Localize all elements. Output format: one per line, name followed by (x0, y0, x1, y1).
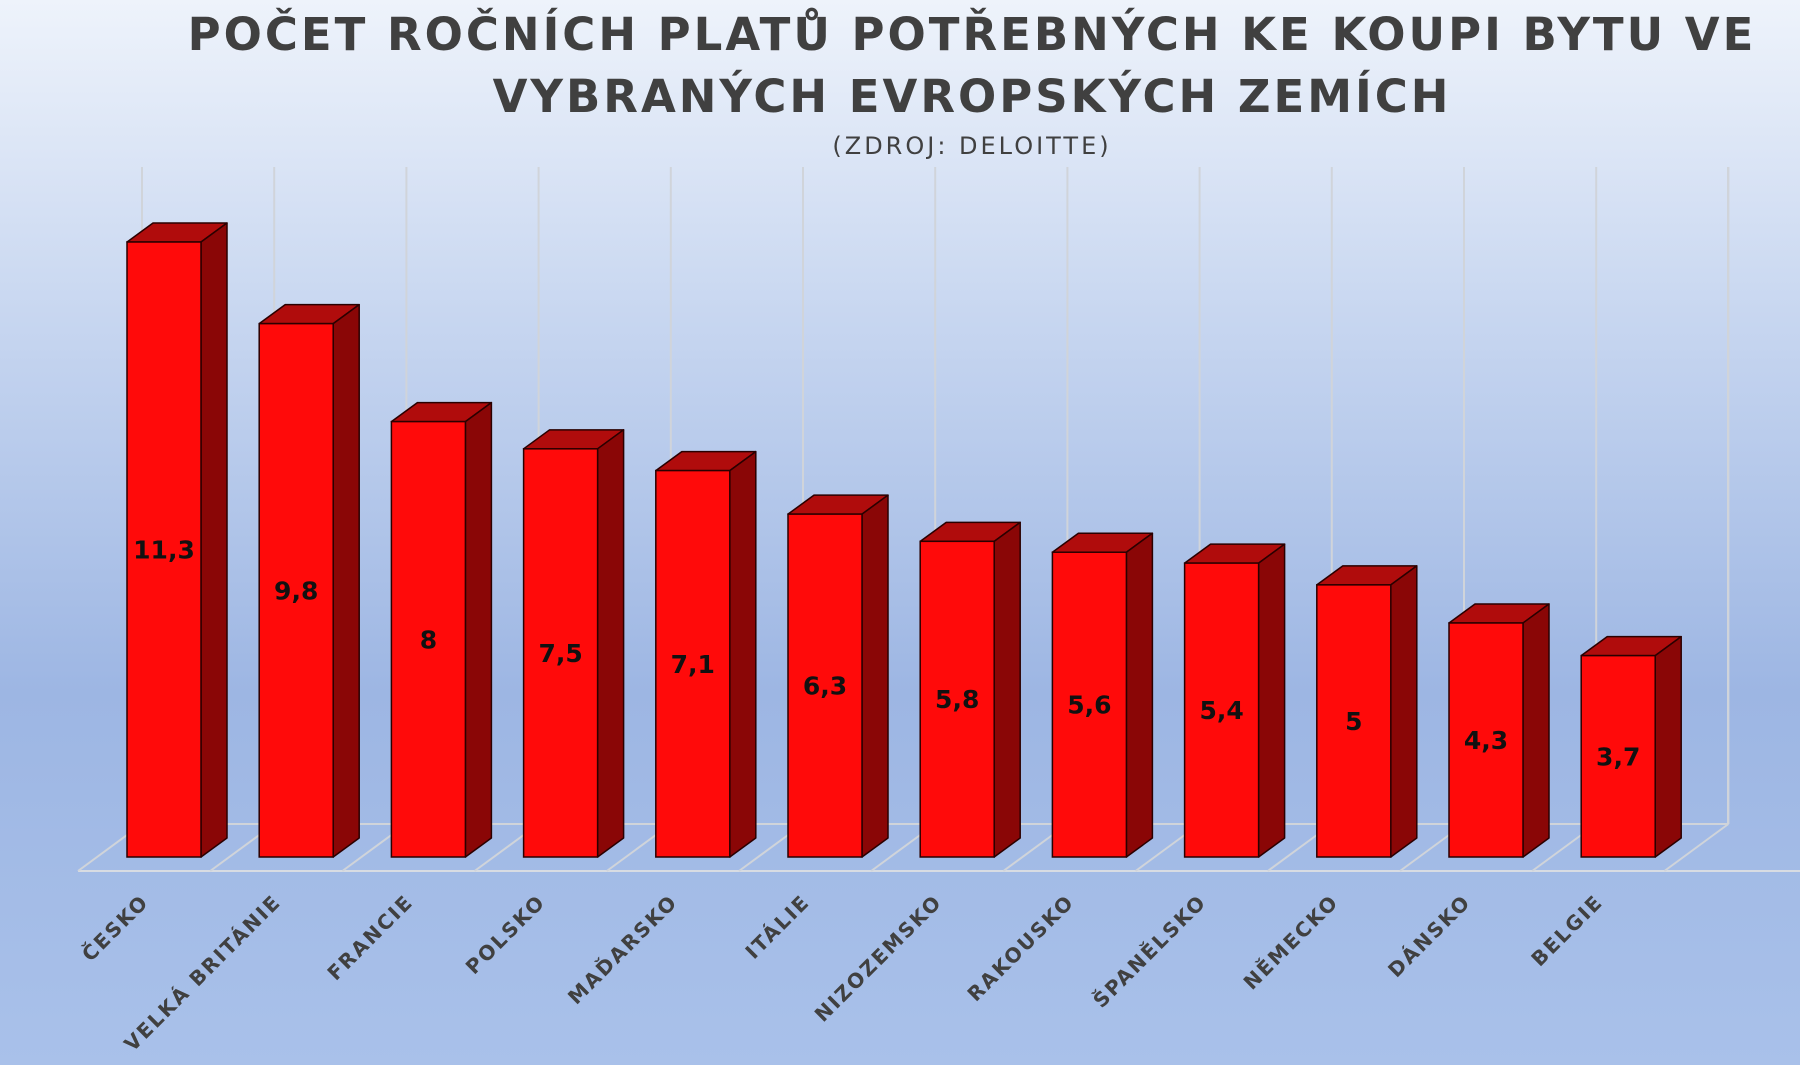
bar-10: 5 (1316, 565, 1418, 858)
bar-front-face (655, 469, 731, 858)
value-label: 5,6 (1067, 691, 1111, 720)
bar-side-face (993, 521, 1021, 858)
category-label: ITÁLIE (740, 890, 814, 964)
bar-side-face (1522, 603, 1550, 858)
bar-side-face (332, 303, 360, 858)
value-label: 7,5 (538, 639, 582, 668)
bar-side-face (729, 450, 757, 858)
chart-title-line1: POČET ROČNÍCH PLATŮ POTŘEBNÝCH KE KOUPI … (188, 8, 1757, 61)
bar-front-face (1316, 584, 1392, 858)
bar-front-face (1183, 562, 1260, 858)
value-label: 6,3 (803, 672, 847, 701)
bar-front-face (1580, 654, 1656, 858)
value-label: 5 (1345, 707, 1362, 736)
bar-8: 5,6 (1051, 532, 1154, 858)
category-label: RAKOUSKO (962, 890, 1078, 1006)
bar-side-face (1390, 565, 1418, 858)
category-label: ŠPANĚLSKO (1088, 890, 1211, 1013)
bar-11: 4,3 (1448, 603, 1550, 858)
bar-9: 5,4 (1183, 543, 1286, 858)
value-label: 5,8 (935, 685, 979, 714)
bar-front-face (390, 420, 467, 858)
bar-side-face (1257, 543, 1286, 858)
value-label: 11,3 (133, 536, 195, 565)
category-label: NIZOZEMSKO (810, 890, 947, 1027)
chart-subtitle: (ZDROJ: DELOITTE) (832, 132, 1111, 160)
chart-title-line2: VYBRANÝCH EVROPSKÝCH ZEMÍCH (493, 70, 1452, 123)
value-label: 7,1 (671, 650, 715, 679)
category-label: FRANCIE (322, 890, 418, 986)
floor-divider (1663, 823, 1729, 872)
bar-side-face (861, 494, 889, 858)
value-label: 3,7 (1596, 742, 1640, 771)
bar-front-face (919, 540, 995, 858)
value-label: 8 (420, 625, 437, 654)
bar-2: 9,8 (258, 303, 360, 858)
bar-5: 7,1 (655, 450, 757, 858)
value-label: 9,8 (274, 576, 318, 605)
category-label: ČESKO (77, 890, 154, 967)
value-label: 4,3 (1464, 726, 1508, 755)
value-label: 5,4 (1199, 696, 1243, 725)
bar-side-face (464, 401, 493, 858)
bar-1: 11,3 (126, 222, 228, 858)
category-label: NĚMECKO (1239, 890, 1344, 995)
bar-12: 3,7 (1580, 635, 1682, 858)
bar-front-face (258, 322, 334, 858)
bar-front-face (1448, 622, 1524, 858)
bar-front-face (1051, 551, 1128, 858)
category-label: MAĎARSKO (563, 890, 682, 1009)
bar-front-face (787, 513, 863, 858)
bar-3: 8 (390, 401, 493, 858)
bar-7: 5,8 (919, 521, 1021, 858)
bar-side-face (1125, 532, 1154, 858)
bar-front-face (522, 448, 599, 858)
category-label: POLSKO (461, 890, 550, 979)
bar-6: 6,3 (787, 494, 889, 858)
bar-front-face (126, 241, 202, 858)
category-label: DÁNSKO (1383, 890, 1476, 983)
bar-side-face (200, 222, 228, 858)
bar-side-face (596, 429, 625, 858)
category-label: BELGIE (1526, 890, 1607, 971)
bar-4: 7,5 (522, 429, 625, 858)
bar-side-face (1654, 635, 1682, 858)
bars-group: 11,3 9,8 8 7,5 7,1 6,3 5,8 5,6 5,4 5 4,3 3,7 (126, 222, 1682, 858)
